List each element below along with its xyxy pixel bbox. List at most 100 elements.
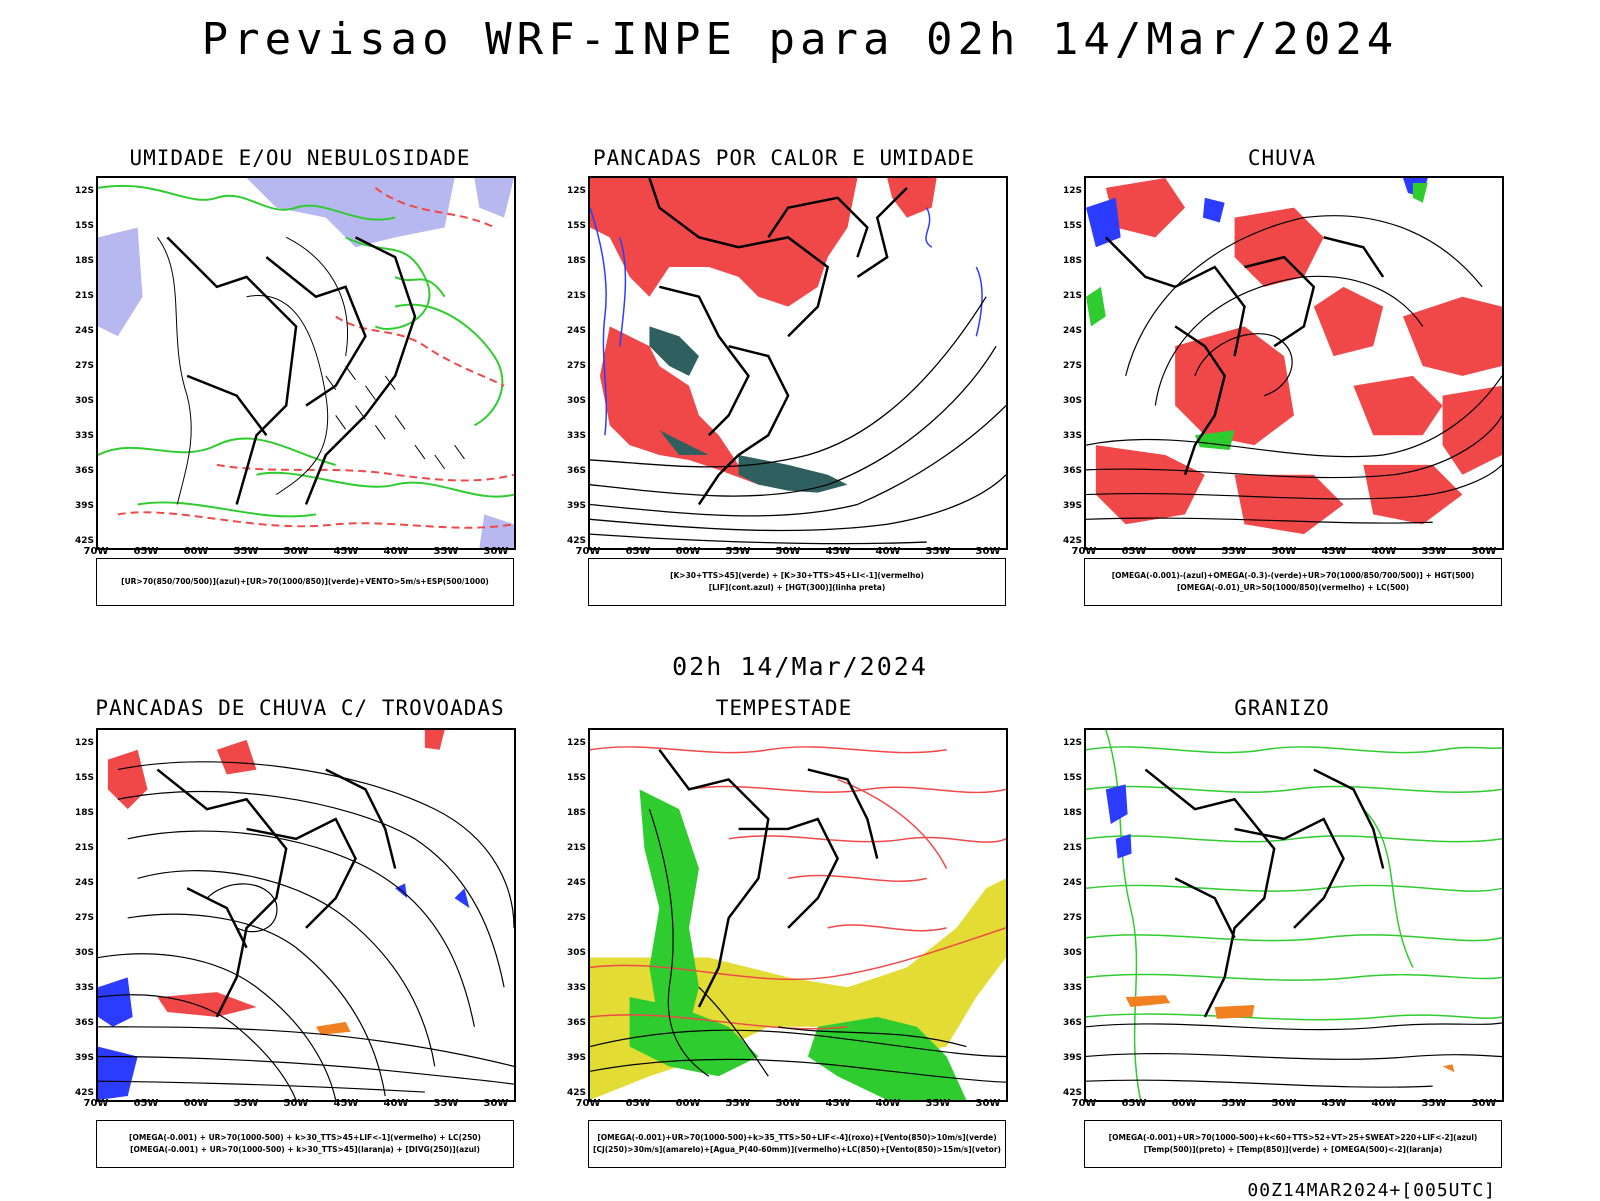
country-borders bbox=[1144, 768, 1385, 1018]
panel-6-legend-line-1: [OMEGA(-0.001)+UR>70(1000-500)+k<60+TTS>… bbox=[1108, 1133, 1478, 1142]
lat-tick-label: 21S bbox=[566, 843, 586, 853]
lat-tick-label: 15S bbox=[566, 221, 586, 231]
lon-tick-label: 50W bbox=[1271, 1098, 1297, 1109]
lat-tick-label: 18S bbox=[1062, 808, 1082, 818]
hgt500-black-contours bbox=[1086, 215, 1502, 524]
lat-tick-label: 12S bbox=[566, 738, 586, 748]
lat-tick-label: 42S bbox=[1062, 536, 1082, 546]
panel-5-legend: [OMEGA(-0.001)+UR>70(1000-500)+k>35_TTS>… bbox=[588, 1120, 1006, 1168]
lat-tick-label: 15S bbox=[74, 773, 94, 783]
lat-tick-label: 33S bbox=[566, 431, 586, 441]
lat-tick-label: 24S bbox=[1062, 326, 1082, 336]
lon-tick-label: 30W bbox=[975, 546, 1001, 557]
lon-tick-label: 45W bbox=[825, 1098, 851, 1109]
lon-tick-label: 35W bbox=[925, 546, 951, 557]
lon-tick-label: 40W bbox=[1371, 1098, 1397, 1109]
lat-tick-label: 42S bbox=[566, 536, 586, 546]
run-time-footer: 00Z14MAR2024+[005UTC] bbox=[1247, 1180, 1496, 1201]
panel-4-map bbox=[96, 728, 516, 1102]
lat-tick-label: 27S bbox=[566, 361, 586, 371]
lat-tick-label: 27S bbox=[566, 913, 586, 923]
country-borders bbox=[1104, 236, 1385, 476]
lon-tick-label: 60W bbox=[183, 546, 209, 557]
lat-tick-label: 15S bbox=[1062, 773, 1082, 783]
instability-red-fill bbox=[590, 178, 937, 485]
lat-tick-label: 12S bbox=[74, 186, 94, 196]
lat-tick-label: 42S bbox=[74, 1088, 94, 1098]
panel-4-legend-line-2: [OMEGA(-0.001) + UR>70(1000-500) + k>30_… bbox=[130, 1145, 480, 1154]
lon-tick-label: 50W bbox=[283, 1098, 309, 1109]
lat-tick-label: 39S bbox=[74, 1053, 94, 1063]
lon-tick-label: 65W bbox=[625, 546, 651, 557]
lat-tick-label: 39S bbox=[1062, 1053, 1082, 1063]
panel-2-legend-line-1: [K>30+TTS>45](verde) + [K>30+TTS>45+LI<-… bbox=[670, 571, 924, 580]
lat-tick-label: 33S bbox=[74, 983, 94, 993]
lon-tick-label: 70W bbox=[1071, 1098, 1097, 1109]
temp500-black-contours bbox=[1086, 1022, 1502, 1088]
panel-6-legend: [OMEGA(-0.001)+UR>70(1000-500)+k<60+TTS>… bbox=[1084, 1120, 1502, 1168]
omega-orange-patches bbox=[1125, 995, 1455, 1073]
lon-tick-label: 65W bbox=[625, 1098, 651, 1109]
pw-red-contours bbox=[590, 746, 1006, 1030]
country-borders bbox=[166, 236, 417, 505]
lat-tick-label: 42S bbox=[566, 1088, 586, 1098]
lon-tick-label: 35W bbox=[925, 1098, 951, 1109]
lat-tick-label: 21S bbox=[74, 843, 94, 853]
lat-tick-label: 24S bbox=[1062, 878, 1082, 888]
lat-tick-label: 12S bbox=[74, 738, 94, 748]
lat-tick-label: 36S bbox=[1062, 466, 1082, 476]
lat-tick-label: 30S bbox=[566, 948, 586, 958]
panel-2-title: PANCADAS POR CALOR E UMIDADE bbox=[592, 146, 975, 170]
panel-3-legend-line-1: [OMEGA(-0.001)-(azul)+OMEGA(-0.3)-(verde… bbox=[1111, 571, 1475, 580]
lat-tick-label: 21S bbox=[74, 291, 94, 301]
rain-red-patches bbox=[1095, 178, 1502, 535]
country-borders bbox=[648, 178, 908, 506]
lon-tick-label: 70W bbox=[575, 546, 601, 557]
lat-tick-label: 33S bbox=[566, 983, 586, 993]
panel-1-map bbox=[96, 176, 516, 550]
lon-tick-label: 60W bbox=[1171, 546, 1197, 557]
lat-tick-label: 18S bbox=[566, 256, 586, 266]
panel-3-map bbox=[1084, 176, 1504, 550]
panel-4-legend-line-1: [OMEGA(-0.001) + UR>70(1000-500) + k>30_… bbox=[129, 1133, 481, 1142]
lat-tick-label: 42S bbox=[74, 536, 94, 546]
lat-tick-label: 33S bbox=[1062, 983, 1082, 993]
lon-tick-label: 65W bbox=[133, 1098, 159, 1109]
lon-tick-label: 30W bbox=[975, 1098, 1001, 1109]
lat-tick-label: 30S bbox=[566, 396, 586, 406]
panel-1-legend-line-1: [UR>70(850/700/500)](azul)+[UR>70(1000/8… bbox=[121, 577, 489, 586]
lat-tick-label: 18S bbox=[74, 256, 94, 266]
lon-tick-label: 55W bbox=[1221, 1098, 1247, 1109]
thunder-blue-patches bbox=[98, 883, 470, 1100]
lon-tick-label: 60W bbox=[1171, 1098, 1197, 1109]
lon-tick-label: 45W bbox=[825, 546, 851, 557]
wind-arrows bbox=[325, 365, 465, 470]
lat-tick-label: 36S bbox=[566, 1018, 586, 1028]
lat-tick-label: 21S bbox=[566, 291, 586, 301]
lon-tick-label: 55W bbox=[233, 1098, 259, 1109]
temp850-green-contours bbox=[1086, 730, 1502, 1100]
lon-tick-label: 65W bbox=[1121, 546, 1147, 557]
lat-tick-label: 12S bbox=[1062, 738, 1082, 748]
lon-tick-label: 45W bbox=[1321, 546, 1347, 557]
panel-2-map bbox=[588, 176, 1008, 550]
panel-3-legend: [OMEGA(-0.001)-(azul)+OMEGA(-0.3)-(verde… bbox=[1084, 558, 1502, 606]
lon-tick-label: 30W bbox=[483, 1098, 509, 1109]
country-borders bbox=[658, 749, 879, 1008]
lon-tick-label: 30W bbox=[1471, 1098, 1497, 1109]
lat-tick-label: 30S bbox=[1062, 396, 1082, 406]
lat-tick-label: 24S bbox=[74, 878, 94, 888]
lat-tick-label: 27S bbox=[1062, 913, 1082, 923]
lon-tick-label: 40W bbox=[875, 1098, 901, 1109]
lat-tick-label: 24S bbox=[74, 326, 94, 336]
lat-tick-label: 36S bbox=[74, 1018, 94, 1028]
panel-6-map bbox=[1084, 728, 1504, 1102]
lon-tick-label: 65W bbox=[1121, 1098, 1147, 1109]
lat-tick-label: 24S bbox=[566, 878, 586, 888]
panel-1-legend: [UR>70(850/700/500)](azul)+[UR>70(1000/8… bbox=[96, 558, 514, 606]
lat-tick-label: 21S bbox=[1062, 843, 1082, 853]
pressure-black-contours bbox=[157, 236, 348, 505]
lat-tick-label: 39S bbox=[566, 501, 586, 511]
lat-tick-label: 39S bbox=[1062, 501, 1082, 511]
lon-tick-label: 70W bbox=[83, 546, 109, 557]
